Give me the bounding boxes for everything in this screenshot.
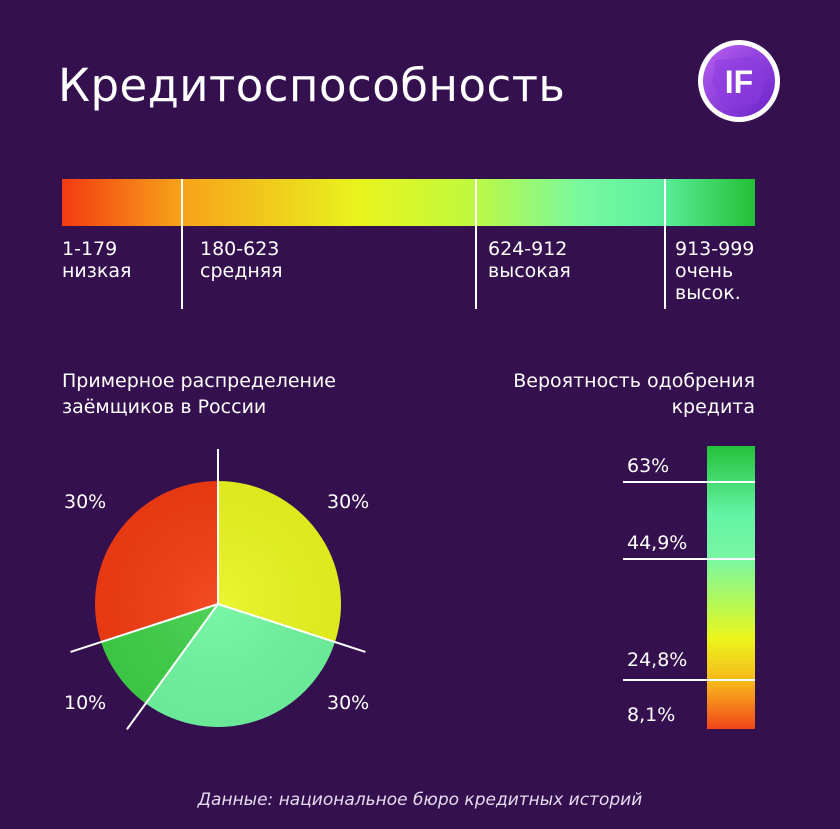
scale-range: 1-179 (62, 238, 118, 260)
scale-range: 624-912 (488, 238, 568, 260)
credit-score-scale (62, 179, 755, 226)
approval-title-line: Вероятность одобрения (513, 370, 755, 392)
scale-category: средняя (200, 260, 283, 282)
approval-value: 63% (627, 455, 670, 477)
scale-category: высокая (488, 260, 571, 282)
approval-tick (623, 679, 755, 681)
pie-divider-line (217, 603, 366, 653)
scale-divider (475, 179, 477, 309)
pie-label-high: 30% (327, 692, 370, 714)
scale-category: очень (675, 260, 734, 282)
pie-label-very-high: 10% (64, 692, 107, 714)
scale-category: низкая (62, 260, 132, 282)
scale-label-very-high: 913-999 очень высок. (675, 238, 754, 304)
scale-range: 913-999 (675, 238, 755, 260)
scale-range: 180-623 (200, 238, 280, 260)
approval-tick (623, 558, 755, 560)
approval-value: 44,9% (627, 532, 688, 554)
distribution-title: Примерное распределение заёмщиков в Росс… (62, 368, 336, 420)
scale-label-high: 624-912 высокая (488, 238, 571, 282)
interfax-logo: IF (698, 40, 780, 122)
scale-category: высок. (675, 282, 741, 304)
approval-value: 8,1% (627, 704, 676, 726)
scale-divider (181, 179, 183, 309)
distribution-pie-chart (70, 449, 366, 730)
approval-gradient-bar (707, 446, 755, 729)
logo-text: IF (725, 64, 753, 100)
approval-value: 24,8% (627, 649, 688, 671)
distribution-title-line: Примерное распределение (62, 370, 336, 392)
data-source: Данные: национальное бюро кредитных исто… (197, 790, 643, 810)
approval-title-line: кредита (671, 396, 755, 418)
approval-title: Вероятность одобрения кредита (513, 368, 755, 420)
pie-divider-line (70, 603, 219, 653)
scale-label-low: 1-179 низкая (62, 238, 131, 282)
scale-label-medium: 180-623 средняя (200, 238, 283, 282)
distribution-title-line: заёмщиков в России (62, 396, 267, 418)
page-title: Кредитоспособность (58, 59, 566, 112)
approval-tick (623, 481, 755, 483)
pie-label-medium: 30% (327, 491, 370, 513)
scale-divider (664, 179, 666, 309)
pie-divider-line (126, 603, 219, 730)
pie-label-low: 30% (64, 491, 107, 513)
